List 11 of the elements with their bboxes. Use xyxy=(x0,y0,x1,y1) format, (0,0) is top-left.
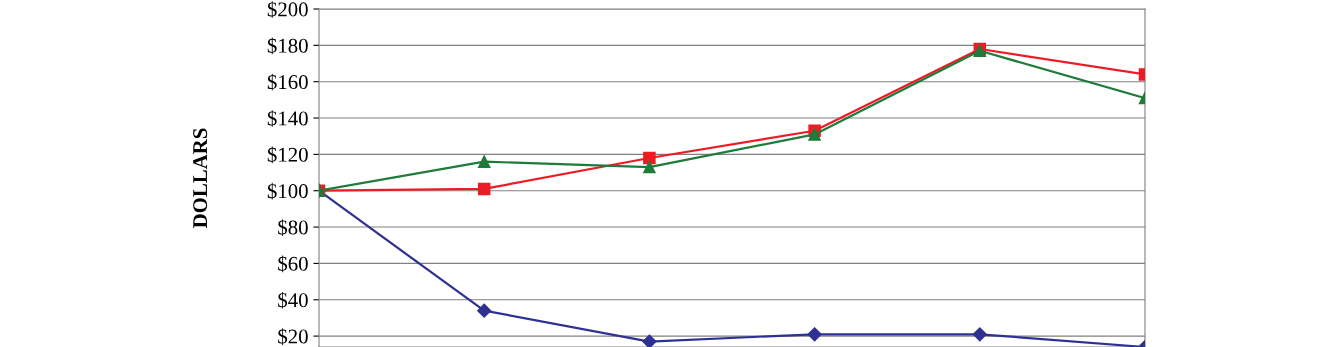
y-tick-label: $120 xyxy=(267,146,308,164)
y-tick-label: $100 xyxy=(267,182,308,200)
y-tick-label: $200 xyxy=(267,1,308,18)
y-tick-label: $160 xyxy=(267,73,308,91)
y-tick-label: $140 xyxy=(267,110,308,127)
y-tick-label: $20 xyxy=(278,328,308,345)
y-tick-label: $80 xyxy=(278,219,308,236)
y-tick-label: $60 xyxy=(278,255,308,273)
y-axis-title: DOLLARS xyxy=(193,128,208,228)
y-tick-label: $180 xyxy=(267,37,308,55)
y-tick-label: $40 xyxy=(278,291,308,309)
